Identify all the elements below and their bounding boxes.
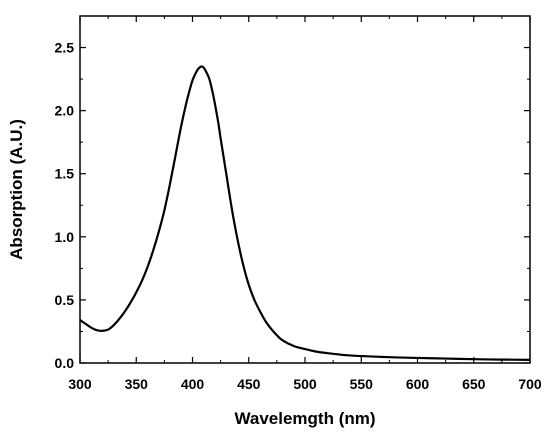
- y-tick-label: 1.5: [55, 166, 75, 182]
- y-tick-label: 2.0: [55, 103, 75, 119]
- x-tick-label: 350: [125, 376, 149, 392]
- x-tick-label: 400: [181, 376, 205, 392]
- x-tick-label: 600: [406, 376, 430, 392]
- y-tick-label: 2.5: [55, 40, 75, 56]
- x-tick-label: 650: [462, 376, 486, 392]
- series-line-0: [79, 65, 531, 361]
- y-tick-label: 0.0: [55, 355, 75, 371]
- x-tick-label: 500: [293, 376, 317, 392]
- y-axis-title: Absorption (A.U.): [7, 119, 26, 260]
- plot-frame: [79, 15, 531, 364]
- y-tick-label: 0.5: [55, 292, 75, 308]
- y-tick-label: 1.0: [55, 229, 75, 245]
- x-tick-label: 700: [518, 376, 542, 392]
- plot-layer: [79, 65, 531, 361]
- x-tick-label: 450: [237, 376, 261, 392]
- x-axis-title: Wavelemgth (nm): [234, 409, 375, 428]
- x-tick-label: 550: [350, 376, 374, 392]
- x-tick-label: 300: [68, 376, 92, 392]
